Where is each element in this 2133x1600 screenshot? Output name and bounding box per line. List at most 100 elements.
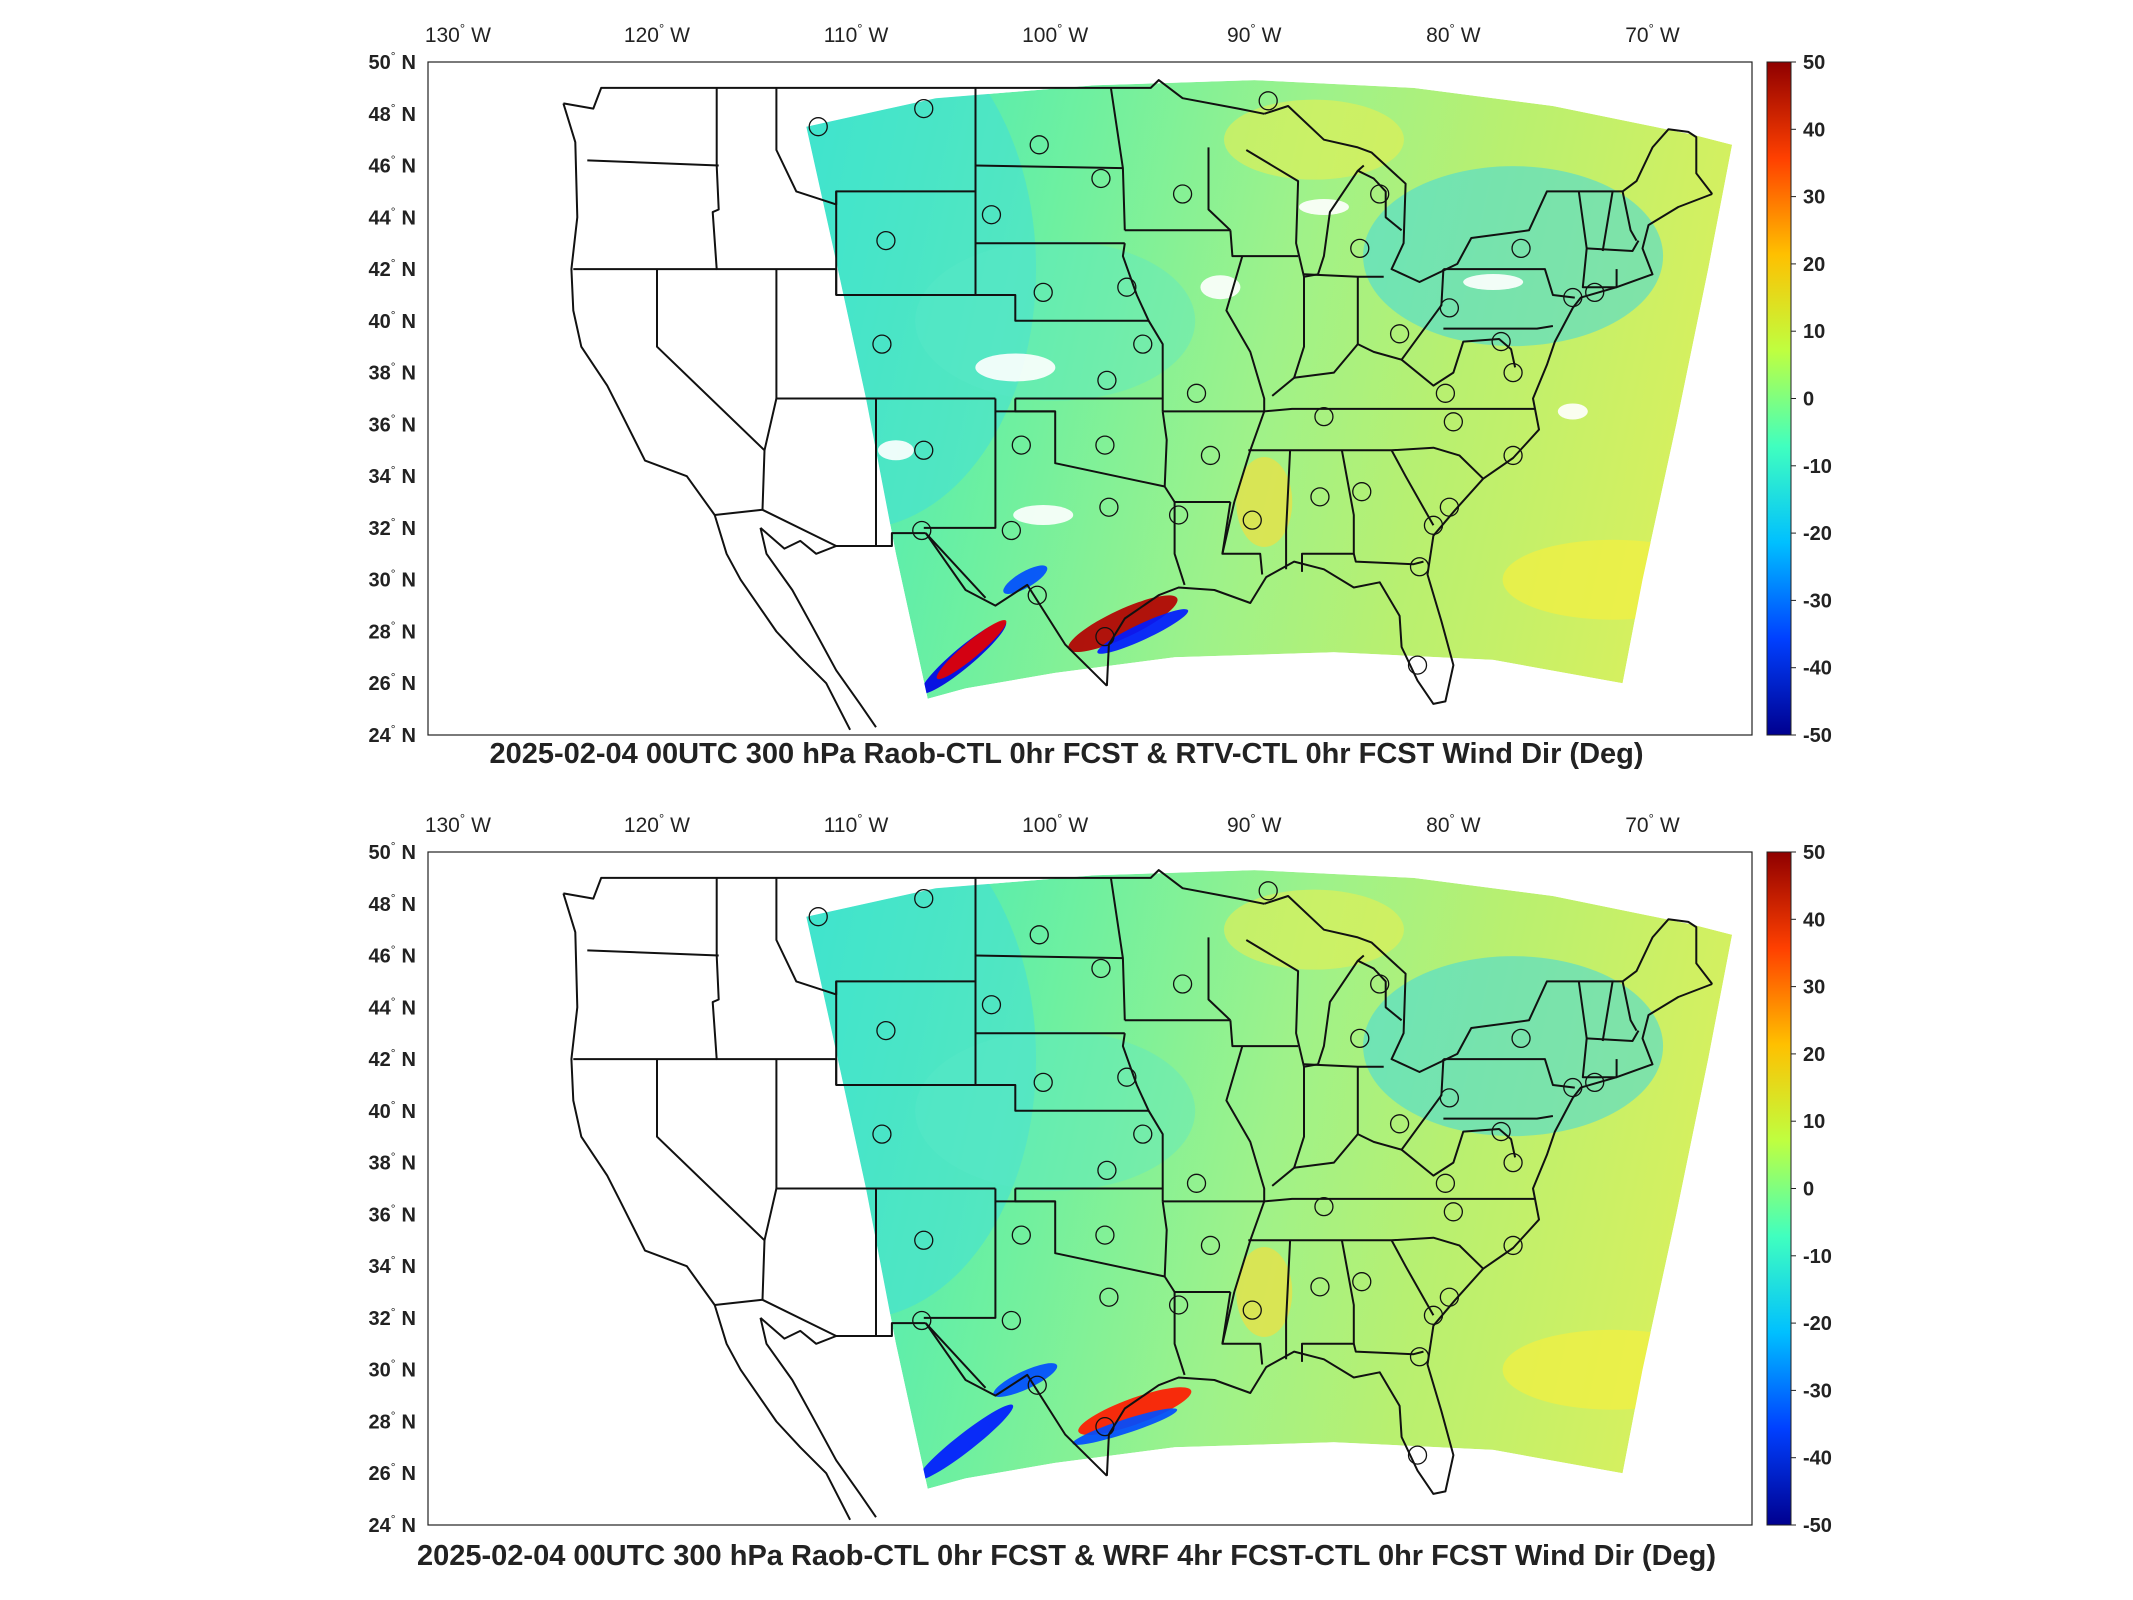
lat-tick-label: 28° N xyxy=(368,1408,416,1433)
raob-station-marker xyxy=(1029,925,1049,945)
raob-station-marker xyxy=(1029,135,1049,155)
lat-tick-label: 26° N xyxy=(368,670,416,695)
raob-station-marker xyxy=(912,1310,932,1331)
raob-station-marker xyxy=(914,888,934,909)
lat-tick-label: 46° N xyxy=(368,153,416,178)
raob-station-marker xyxy=(1503,362,1523,383)
lat-tick-label: 24° N xyxy=(368,722,416,747)
lat-tick-label: 50° N xyxy=(368,49,416,74)
colorbar-tick-label: -40 xyxy=(1803,1448,1832,1470)
raob-station-marker xyxy=(1095,626,1115,647)
raob-station-marker xyxy=(876,1020,896,1041)
raob-station-marker xyxy=(1133,1124,1153,1144)
map-plot: 130° W 120° W 110° W 100° W 90° W 80° W 70° W 50° N 48° N… xyxy=(368,21,1832,747)
raob-station-marker xyxy=(1439,1088,1460,1108)
raob-station-marker xyxy=(1352,482,1372,502)
raob-station-marker xyxy=(1097,1160,1117,1181)
raob-station-marker xyxy=(1242,510,1262,530)
lat-tick-label: 34° N xyxy=(368,463,416,488)
colorbar-tick-label: -20 xyxy=(1803,1313,1832,1335)
raob-station-marker xyxy=(1200,445,1221,466)
raob-station-marker xyxy=(1095,1416,1115,1437)
lat-tick-label: 32° N xyxy=(368,1305,416,1330)
colorbar-tick-label: -10 xyxy=(1803,1246,1832,1268)
lon-tick-label: 110° W xyxy=(824,811,889,837)
colorbar-tick-label: -40 xyxy=(1803,658,1832,680)
lon-tick-label: 130° W xyxy=(425,811,491,837)
raob-stations xyxy=(808,91,1605,675)
colorbar-tick-label: 40 xyxy=(1803,119,1825,141)
raob-station-marker xyxy=(1186,1173,1207,1193)
raob-station-marker xyxy=(1011,435,1031,455)
raob-station-marker xyxy=(1389,324,1410,344)
raob-station-marker xyxy=(1117,1067,1137,1087)
colorbar-tick-label: 10 xyxy=(1803,321,1825,343)
raob-station-marker xyxy=(1585,282,1605,303)
colorbar-tick-label: 50 xyxy=(1803,52,1825,74)
raob-station-marker xyxy=(1172,974,1193,994)
raob-station-marker xyxy=(1200,1235,1221,1256)
colorbar-tick-label: 50 xyxy=(1803,842,1825,864)
lon-tick-label: 120° W xyxy=(624,811,690,837)
lat-tick-label: 48° N xyxy=(368,891,416,916)
raob-station-marker xyxy=(1168,1295,1189,1315)
colorbar-tick-label: -50 xyxy=(1803,1515,1832,1537)
colorbar-tick-label: -30 xyxy=(1803,1380,1832,1402)
raob-station-marker xyxy=(914,98,934,119)
raob-station-marker xyxy=(1439,497,1460,517)
raob-station-marker xyxy=(1314,1196,1334,1217)
raob-station-marker xyxy=(1310,487,1330,507)
raob-station-marker xyxy=(1370,184,1390,204)
raob-station-marker xyxy=(1099,1287,1119,1307)
lon-tick-label: 100° W xyxy=(1022,21,1088,47)
raob-station-marker xyxy=(1172,184,1193,204)
panel-title: 2025-02-04 00UTC 300 hPa Raob-CTL 0hr FC… xyxy=(489,738,1644,770)
lat-tick-label: 36° N xyxy=(368,411,416,436)
raob-station-marker xyxy=(1370,974,1390,994)
panel-rtv: 130° W 120° W 110° W 100° W 90° W 80° W 70° W 50° N 48° N… xyxy=(368,21,1832,770)
raob-station-marker xyxy=(1423,515,1444,535)
raob-station-marker xyxy=(1117,277,1137,297)
lat-tick-label: 44° N xyxy=(368,994,416,1019)
lat-tick-label: 46° N xyxy=(368,943,416,968)
state-boundaries xyxy=(562,869,1713,1521)
raob-station-marker xyxy=(1511,238,1531,259)
raob-station-marker xyxy=(1258,91,1278,111)
raob-station-marker xyxy=(876,230,896,251)
lat-tick-label: 40° N xyxy=(368,308,416,333)
raob-station-marker xyxy=(1095,1225,1115,1245)
raob-station-marker xyxy=(1503,1152,1523,1173)
colorbar-tick-label: 40 xyxy=(1803,909,1825,931)
colorbar xyxy=(1766,61,1792,736)
raob-station-marker xyxy=(1503,445,1523,466)
lat-tick-label: 42° N xyxy=(368,1046,416,1071)
raob-station-marker xyxy=(1097,370,1117,391)
raob-station-marker xyxy=(981,205,1002,225)
raob-station-marker xyxy=(1389,1114,1410,1134)
raob-station-marker xyxy=(1352,1272,1372,1292)
raob-station-marker xyxy=(1350,238,1370,259)
lon-tick-label: 80° W xyxy=(1426,811,1481,837)
colorbar-tick-label: -30 xyxy=(1803,590,1832,612)
raob-station-marker xyxy=(808,117,828,137)
raob-station-marker xyxy=(1407,655,1428,675)
raob-station-marker xyxy=(1091,958,1111,979)
raob-station-marker xyxy=(872,1124,892,1144)
raob-station-marker xyxy=(1439,1287,1460,1307)
colorbar xyxy=(1766,851,1792,1526)
raob-station-marker xyxy=(1099,497,1119,517)
lat-tick-label: 50° N xyxy=(368,839,416,864)
raob-station-marker xyxy=(1409,557,1430,577)
lat-tick-label: 32° N xyxy=(368,515,416,540)
raob-station-marker xyxy=(1439,298,1460,318)
raob-station-marker xyxy=(1001,1310,1022,1331)
raob-station-marker xyxy=(1242,1300,1262,1320)
raob-station-marker xyxy=(1091,168,1111,189)
raob-station-marker xyxy=(1407,1445,1428,1465)
lat-tick-label: 34° N xyxy=(368,1253,416,1278)
raob-stations xyxy=(808,881,1605,1465)
lat-tick-label: 44° N xyxy=(368,204,416,229)
lon-tick-label: 70° W xyxy=(1625,811,1680,837)
map-plot: 130° W 120° W 110° W 100° W 90° W 80° W 70° W 50° N 48° N… xyxy=(368,811,1832,1537)
raob-station-marker xyxy=(1435,1173,1456,1193)
